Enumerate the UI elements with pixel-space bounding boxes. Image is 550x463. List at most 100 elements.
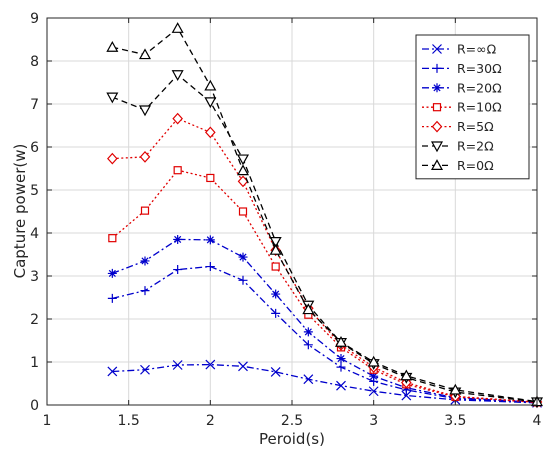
y-tick-label: 8 — [30, 54, 39, 70]
data-point-triangle-up-marker — [430, 159, 444, 170]
data-point-square-marker — [173, 166, 182, 175]
data-point-triangle-up-marker — [106, 41, 119, 52]
data-point-triangle-down-marker — [138, 105, 152, 117]
data-point-triangle-up-marker — [138, 48, 152, 60]
legend-entry: R=∞Ω — [422, 42, 497, 57]
data-point-triangle-up-marker — [204, 79, 217, 91]
y-tick-label: 6 — [30, 140, 39, 156]
data-point-star-marker — [336, 354, 346, 364]
data-point-triangle-up-marker — [334, 335, 348, 347]
data-point-triangle-down-marker — [171, 70, 184, 81]
data-point-triangle-up-marker — [171, 22, 184, 33]
data-point-triangle-down-marker — [236, 154, 250, 166]
y-tick-label: 2 — [30, 312, 39, 328]
data-point-star-marker — [303, 327, 313, 337]
data-point-triangle-down-marker — [106, 92, 119, 104]
y-axis-label: Capture power(w) — [11, 144, 29, 279]
y-tick-label: 7 — [30, 97, 39, 113]
data-point-diamond-marker — [139, 150, 151, 163]
data-point-x-marker — [401, 390, 412, 401]
data-point-x-marker — [270, 366, 281, 377]
data-point-square-marker — [140, 206, 150, 215]
data-point-x-marker — [336, 380, 346, 391]
data-point-triangle-up-marker — [367, 355, 380, 367]
data-point-triangle-up-marker — [269, 243, 282, 255]
data-point-triangle-down-marker — [430, 141, 444, 153]
legend-label: R=0Ω — [457, 158, 494, 173]
data-point-plus-marker — [303, 340, 313, 350]
data-point-square-marker — [432, 103, 442, 112]
x-tick-label: 2.5 — [281, 413, 303, 429]
data-point-triangle-up-marker — [449, 383, 462, 395]
series-line — [112, 238, 538, 404]
legend-entry: R=10Ω — [422, 100, 502, 115]
data-point-x-marker — [172, 360, 183, 370]
x-tick-label: 3.5 — [444, 413, 466, 429]
series-group — [106, 22, 544, 409]
data-point-diamond-marker — [107, 152, 118, 165]
data-point-x-marker — [432, 44, 442, 54]
x-tick-label: 1 — [43, 413, 52, 429]
data-point-square-marker — [238, 207, 248, 216]
data-point-diamond-marker — [431, 120, 443, 133]
x-tick-label: 4 — [533, 413, 542, 429]
data-point-star-marker — [107, 268, 117, 278]
data-point-plus-marker — [238, 275, 248, 285]
legend-label: R=30Ω — [457, 61, 502, 76]
y-tick-label: 9 — [30, 11, 39, 27]
legend-label: R=∞Ω — [457, 42, 497, 57]
data-point-plus-marker — [205, 262, 215, 272]
data-point-plus-marker — [173, 265, 183, 275]
x-tick-label: 3 — [369, 413, 378, 429]
legend-label: R=2Ω — [457, 139, 494, 154]
legend-entry: R=30Ω — [422, 61, 502, 76]
y-tick-label: 0 — [30, 398, 39, 414]
legend-entry: R=5Ω — [422, 119, 494, 134]
legend-entry: R=0Ω — [422, 158, 494, 173]
y-tick-label: 3 — [30, 269, 39, 285]
data-point-star-marker — [238, 252, 248, 262]
data-point-x-marker — [238, 361, 248, 372]
legend-label: R=10Ω — [457, 100, 502, 115]
data-point-plus-marker — [336, 362, 346, 372]
series-6 — [106, 22, 544, 407]
data-point-x-marker — [368, 386, 379, 397]
data-point-square-marker — [108, 234, 117, 243]
x-axis-label: Peroid(s) — [259, 430, 325, 448]
data-point-plus-marker — [432, 63, 442, 73]
data-point-diamond-marker — [172, 112, 183, 125]
data-point-triangle-down-marker — [269, 237, 282, 248]
data-point-star-marker — [173, 234, 183, 244]
data-point-plus-marker — [107, 293, 117, 303]
data-point-x-marker — [107, 366, 118, 377]
legend-label: R=5Ω — [457, 119, 494, 134]
x-tick-label: 2 — [206, 413, 215, 429]
data-point-triangle-up-marker — [302, 303, 315, 315]
data-point-star-marker — [432, 83, 442, 93]
y-tick-label: 1 — [30, 355, 39, 371]
legend: R=∞Ω R=30Ω R=20Ω R=10Ω R=5Ω R=2Ω R=0Ω — [415, 34, 530, 180]
data-point-diamond-marker — [205, 126, 216, 139]
data-point-star-marker — [369, 371, 379, 381]
series-line — [112, 27, 538, 403]
data-point-triangle-up-marker — [236, 164, 250, 176]
legend-entry: R=20Ω — [422, 80, 502, 95]
data-point-star-marker — [205, 235, 215, 245]
data-point-triangle-up-marker — [400, 369, 413, 381]
data-point-star-marker — [271, 289, 281, 299]
data-point-diamond-marker — [237, 175, 249, 188]
legend-label: R=20Ω — [457, 80, 502, 95]
series-line — [111, 169, 538, 404]
data-point-x-marker — [205, 359, 216, 370]
legend-entry: R=2Ω — [422, 139, 494, 154]
data-point-x-marker — [140, 364, 150, 375]
data-point-square-marker — [206, 173, 215, 183]
y-tick-label: 4 — [30, 226, 39, 242]
data-point-x-marker — [303, 374, 314, 385]
data-point-square-marker — [271, 262, 280, 271]
series-line — [112, 265, 538, 404]
x-tick-label: 1.5 — [118, 413, 140, 429]
y-tick-label: 5 — [30, 183, 39, 199]
